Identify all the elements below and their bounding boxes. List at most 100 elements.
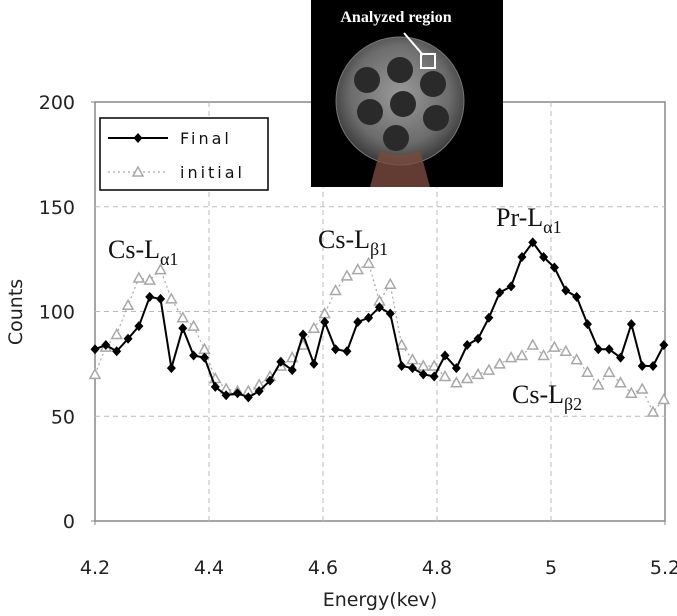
point — [484, 312, 494, 323]
point — [154, 263, 167, 275]
point — [329, 284, 342, 296]
point — [397, 360, 407, 371]
point — [648, 360, 658, 371]
y-tick-label: 50 — [51, 406, 75, 428]
point — [309, 358, 319, 369]
annotation-subscript: β2 — [564, 394, 582, 414]
point — [637, 360, 647, 371]
point — [482, 363, 496, 375]
point — [549, 262, 559, 273]
point — [625, 386, 638, 398]
point — [221, 390, 231, 401]
x-axis-title: Energy(kev) — [323, 589, 438, 611]
point — [539, 252, 549, 263]
annotation-subscript: β1 — [370, 239, 388, 259]
point — [528, 237, 538, 248]
point — [407, 363, 417, 374]
annotation-text: Cs-L — [108, 235, 160, 264]
y-tick-label: 100 — [39, 302, 75, 324]
marks — [88, 237, 671, 417]
point — [440, 350, 450, 361]
point — [340, 269, 354, 281]
point — [506, 281, 516, 292]
point — [145, 291, 155, 302]
point — [90, 344, 100, 355]
point — [233, 388, 242, 399]
point — [427, 359, 441, 371]
x-tick-label: 5.2 — [650, 557, 677, 579]
point — [88, 367, 102, 380]
y-tick-label: 150 — [39, 197, 75, 219]
point — [362, 256, 375, 269]
point — [626, 319, 636, 330]
point — [189, 350, 199, 361]
point — [331, 344, 341, 355]
point — [526, 338, 540, 350]
point — [561, 285, 571, 296]
point — [276, 356, 286, 367]
point — [320, 316, 330, 327]
point — [451, 363, 461, 374]
point — [460, 371, 474, 384]
inset-label: Analyzed region — [340, 9, 451, 26]
point — [517, 252, 527, 263]
point — [307, 321, 321, 334]
x-tick-label: 4.6 — [308, 557, 338, 579]
annotation: Pr-Lα1 — [496, 203, 562, 237]
annotation-subscript: α1 — [543, 217, 561, 237]
annotation-subscript: α1 — [160, 249, 178, 269]
point — [243, 392, 253, 403]
point — [110, 328, 123, 340]
legend-marker — [133, 133, 143, 143]
point — [559, 344, 573, 357]
point — [132, 271, 146, 283]
point — [383, 277, 397, 290]
point — [134, 321, 144, 332]
point — [504, 351, 518, 363]
point — [582, 319, 592, 330]
point — [418, 369, 428, 380]
point — [657, 392, 671, 405]
annotation: Cs-Lα1 — [108, 235, 178, 269]
point — [659, 340, 669, 351]
point — [438, 369, 452, 382]
point — [156, 293, 166, 304]
point — [101, 340, 111, 351]
point — [176, 311, 190, 323]
point — [548, 340, 561, 352]
point — [385, 308, 395, 319]
point — [210, 381, 220, 392]
point — [450, 376, 463, 388]
point — [143, 273, 156, 285]
legend: Final initial — [99, 117, 269, 191]
point — [298, 329, 308, 340]
point — [471, 367, 485, 380]
point — [353, 316, 363, 327]
point — [602, 365, 616, 378]
point — [635, 382, 649, 394]
y-tick-label: 200 — [39, 92, 75, 114]
point — [572, 291, 582, 302]
point — [199, 352, 209, 363]
point — [166, 363, 176, 374]
point — [121, 298, 135, 310]
point — [495, 287, 505, 298]
point — [429, 371, 439, 382]
point — [592, 378, 605, 390]
point — [287, 365, 297, 376]
point — [254, 386, 264, 397]
legend-label: Final — [180, 129, 232, 148]
x-tick-label: 5 — [545, 557, 557, 579]
point — [473, 333, 483, 344]
point — [265, 375, 275, 386]
y-axis-title: Counts — [5, 279, 27, 345]
annotation: Cs-Lβ2 — [512, 380, 582, 414]
point — [537, 348, 550, 361]
annotation: Cs-Lβ1 — [318, 225, 388, 259]
point — [112, 346, 122, 357]
point — [342, 346, 352, 357]
annotation-text: Pr-L — [496, 203, 543, 232]
x-tick-label: 4.8 — [422, 557, 452, 579]
